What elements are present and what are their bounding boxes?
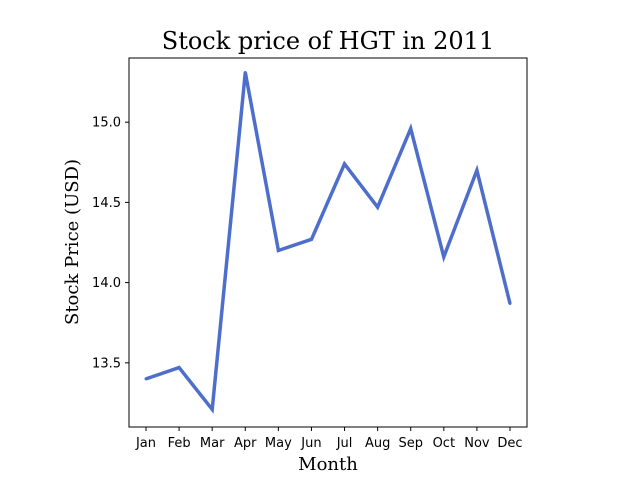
x-tick-label: Jan — [135, 436, 156, 451]
data-point — [376, 205, 380, 209]
data-point — [442, 255, 446, 259]
y-tick-label: 13.5 — [92, 356, 121, 371]
data-point — [343, 162, 347, 166]
data-point — [177, 366, 181, 370]
x-axis-label: Month — [298, 454, 358, 475]
plot-area-frame — [128, 57, 528, 428]
y-axis: 13.5 14.0 14.5 15.0 — [92, 116, 129, 371]
data-point — [475, 168, 479, 172]
x-tick-label: May — [265, 436, 292, 451]
x-tick-label: Oct — [433, 436, 455, 451]
chart-title: Stock price of HGT in 2011 — [162, 27, 494, 55]
x-tick-label: Nov — [464, 436, 490, 451]
x-tick-label: Apr — [234, 436, 257, 451]
data-point — [210, 407, 214, 411]
data-point — [409, 127, 413, 131]
x-axis: Jan Feb Mar Apr May Jun Jul Aug Sep Oct Nov Dec — [135, 427, 523, 451]
series-layer — [144, 70, 512, 414]
y-tick-label: 14.0 — [92, 276, 121, 291]
x-tick-label: Jul — [336, 436, 353, 451]
series-line — [145, 72, 512, 414]
data-point — [243, 70, 247, 74]
x-tick-label: Sep — [398, 436, 423, 451]
data-point — [144, 377, 148, 381]
y-axis-label: Stock Price (USD) — [62, 159, 83, 325]
data-point — [309, 237, 313, 241]
x-tick-label: Feb — [168, 436, 191, 451]
data-point — [276, 249, 280, 253]
data-point — [508, 301, 512, 305]
x-tick-label: Mar — [200, 436, 225, 451]
x-tick-label: Dec — [497, 436, 522, 451]
x-tick-label: Aug — [365, 436, 390, 451]
y-tick-label: 14.5 — [92, 196, 121, 211]
x-tick-label: Jun — [300, 436, 321, 451]
y-tick-label: 15.0 — [92, 116, 121, 131]
